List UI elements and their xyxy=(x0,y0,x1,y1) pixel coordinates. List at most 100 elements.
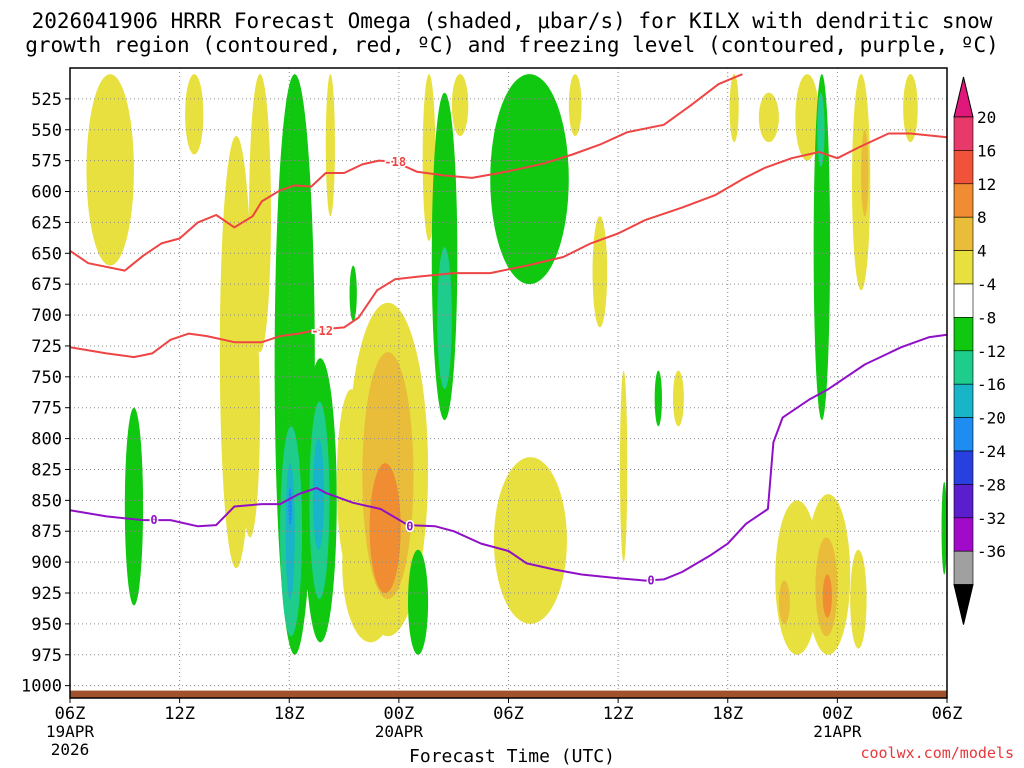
omega-region xyxy=(451,74,469,136)
dgz-contour-label: -18 xyxy=(384,155,406,169)
omega-region xyxy=(850,549,867,649)
omega-region xyxy=(288,488,292,526)
colorbar-label: -20 xyxy=(977,409,1006,428)
omega-region xyxy=(851,74,871,291)
y-tick-label: 525 xyxy=(31,90,62,110)
freezing-level-label: 0 xyxy=(150,513,157,527)
contour-labels: -18 -12 0 0 0 xyxy=(149,153,656,589)
dgz-contour-minus12 xyxy=(70,132,947,359)
omega-region xyxy=(941,481,947,575)
x-tick-label: 06Z xyxy=(55,704,86,724)
chart-title-line-1: 2026041906 HRRR Forecast Omega (shaded, … xyxy=(31,9,993,33)
colorbar-label: -32 xyxy=(977,509,1006,528)
omega-region xyxy=(672,370,684,427)
colorbar-label: -8 xyxy=(977,308,996,327)
x-tick-label: 00Z xyxy=(822,704,853,724)
y-tick-label: 925 xyxy=(31,584,62,604)
colorbar-swatch xyxy=(953,150,974,185)
omega-region xyxy=(729,74,739,143)
x-tick-label: 12Z xyxy=(603,704,634,724)
omega-region xyxy=(490,74,569,285)
y-tick-label: 625 xyxy=(31,213,62,233)
colorbar-swatch xyxy=(953,216,974,251)
colorbar-label: -36 xyxy=(977,542,1006,561)
colorbar-label: 8 xyxy=(977,208,987,227)
colorbar-swatch xyxy=(953,383,974,418)
omega-region xyxy=(619,370,628,563)
omega-region xyxy=(239,290,261,538)
colorbar-label: 20 xyxy=(977,108,996,127)
y-tick-label: 975 xyxy=(31,646,62,666)
colorbar-swatch xyxy=(953,283,974,318)
surface-ground xyxy=(70,690,947,698)
colorbar-swatch xyxy=(953,183,974,218)
colorbar: 20 16 12 8 4 -4 -8 -12 -16 -20 -24 -28 -32 -36 xyxy=(953,76,1006,625)
colorbar-label: -4 xyxy=(977,275,996,294)
x-tick-label: 06Z xyxy=(493,704,524,724)
x-tick-year-label: 2026 xyxy=(51,740,90,759)
omega-region xyxy=(654,370,662,427)
y-tick-label: 600 xyxy=(31,183,62,203)
colorbar-swatch xyxy=(953,417,974,452)
freezing-level-label: 0 xyxy=(647,574,654,588)
credit-text: coolwx.com/models xyxy=(860,744,1014,762)
omega-region xyxy=(313,438,324,550)
colorbar-swatch xyxy=(953,484,974,519)
colorbar-label: -16 xyxy=(977,375,1006,394)
omega-region xyxy=(778,580,790,624)
colorbar-label: -28 xyxy=(977,475,1006,494)
y-tick-label: 775 xyxy=(31,399,62,419)
y-tick-label: 800 xyxy=(31,430,62,450)
colorbar-swatch xyxy=(953,116,974,151)
colorbar-swatch xyxy=(953,550,974,585)
colorbar-top-arrow xyxy=(953,76,974,118)
dgz-contour-label: -12 xyxy=(311,324,333,338)
y-tick-label: 725 xyxy=(31,337,62,357)
omega-region xyxy=(568,74,582,136)
x-tick-date-label: 21APR xyxy=(813,722,862,741)
y-tick-label: 675 xyxy=(31,275,62,295)
x-tick-label: 18Z xyxy=(712,704,743,724)
omega-region xyxy=(822,574,832,618)
omega-region xyxy=(795,74,820,161)
colorbar-swatch xyxy=(953,450,974,485)
omega-region xyxy=(437,247,452,390)
y-tick-label: 875 xyxy=(31,522,62,542)
axes: 525 550 575 600 625 650 675 700 725 750 775 800 825 8… xyxy=(21,90,962,759)
omega-region xyxy=(124,407,144,606)
colorbar-label: 16 xyxy=(977,141,996,160)
x-axis-title: Forecast Time (UTC) xyxy=(409,746,615,767)
omega-region xyxy=(813,74,831,421)
colorbar-label: -12 xyxy=(977,342,1006,361)
y-tick-label: 650 xyxy=(31,244,62,264)
omega-region xyxy=(903,74,918,143)
y-tick-label: 900 xyxy=(31,553,62,573)
freezing-level-contour xyxy=(70,333,947,582)
colorbar-swatch xyxy=(953,517,974,552)
colorbar-swatch xyxy=(953,317,974,352)
x-tick-label: 12Z xyxy=(164,704,195,724)
omega-region xyxy=(249,74,271,353)
y-tick-label: 950 xyxy=(31,615,62,635)
colorbar-bottom-arrow xyxy=(953,584,974,625)
y-tick-label: 850 xyxy=(31,491,62,511)
colorbar-label: -24 xyxy=(977,442,1006,461)
omega-region xyxy=(378,475,394,513)
colorbar-swatch xyxy=(953,350,974,385)
x-tick-date-label: 20APR xyxy=(375,722,424,741)
x-tick-date-label: 19APR xyxy=(46,722,95,741)
y-tick-label: 575 xyxy=(31,152,62,172)
omega-region xyxy=(758,92,779,143)
omega-region xyxy=(185,74,204,155)
omega-region xyxy=(408,549,429,655)
y-tick-label: 550 xyxy=(31,121,62,141)
omega-region xyxy=(592,216,608,328)
dgz-contour-minus18 xyxy=(70,73,743,272)
x-tick-label: 00Z xyxy=(384,704,415,724)
omega-region xyxy=(325,74,335,217)
y-tick-label: 700 xyxy=(31,306,62,326)
omega-region xyxy=(86,74,134,266)
omega-region xyxy=(349,265,357,322)
y-tick-label: 1000 xyxy=(21,677,62,697)
